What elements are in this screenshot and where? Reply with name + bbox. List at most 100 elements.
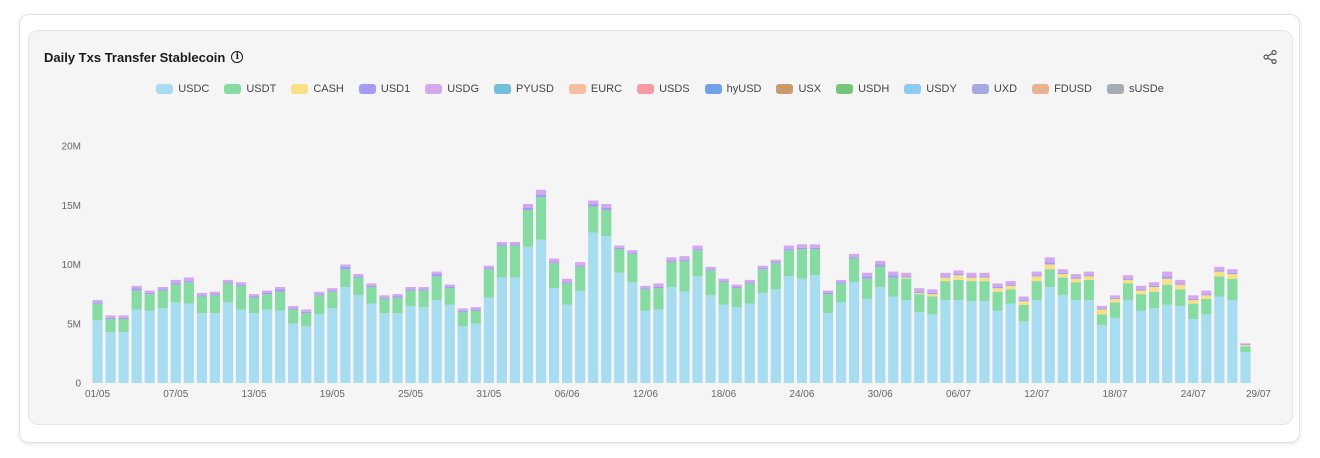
bar-segment-usdt[interactable] <box>418 290 429 308</box>
bar-segment-usdg[interactable] <box>209 291 220 295</box>
bar-segment-usdc[interactable] <box>353 295 364 383</box>
bar-segment-usdc[interactable] <box>248 313 260 383</box>
bar-segment-usdt[interactable] <box>1188 303 1199 320</box>
legend-item-susde[interactable]: sUSDe <box>1106 82 1164 96</box>
bar-segment-usdt[interactable] <box>796 249 807 279</box>
bar-segment-usdc[interactable] <box>314 314 325 383</box>
bar-segment-usdc[interactable] <box>483 297 494 383</box>
bar-segment-usdg[interactable] <box>718 278 729 282</box>
bar-segment-usd1[interactable] <box>783 249 794 251</box>
bar-segment-usdt[interactable] <box>248 297 260 314</box>
bar-segment-usd1[interactable] <box>301 311 312 314</box>
bar-segment-usd1[interactable] <box>1240 344 1251 346</box>
bar-segment-usdt[interactable] <box>1227 278 1238 301</box>
bar-segment-usd1[interactable] <box>796 247 807 250</box>
bar-segment-usdt[interactable] <box>548 263 560 289</box>
bar-segment-usdg[interactable] <box>118 315 129 318</box>
bar-segment-usdg[interactable] <box>1096 305 1108 309</box>
bar-segment-usdg[interactable] <box>783 245 794 250</box>
bar-segment-usdt[interactable] <box>196 296 207 314</box>
bar-segment-usdt[interactable] <box>470 310 481 324</box>
bar-segment-usd1[interactable] <box>953 273 964 276</box>
bar-segment-usd1[interactable] <box>235 284 247 286</box>
bar-segment-usd1[interactable] <box>862 276 873 279</box>
bar-segment-usdc[interactable] <box>979 301 990 384</box>
bar-segment-usdc[interactable] <box>718 304 729 383</box>
bar-segment-usdc[interactable] <box>1240 352 1251 383</box>
bar-segment-usd1[interactable] <box>496 244 507 246</box>
bar-segment-usd1[interactable] <box>353 276 364 278</box>
bar-segment-usdt[interactable] <box>809 249 821 276</box>
bar-segment-usdt[interactable] <box>1005 289 1016 304</box>
bar-segment-usdg[interactable] <box>1122 275 1134 279</box>
info-icon[interactable]: i <box>231 51 244 63</box>
bar-segment-usdc[interactable] <box>1135 310 1147 383</box>
bar-segment-usdc[interactable] <box>1031 300 1042 383</box>
bar-segment-usdg[interactable] <box>666 257 677 261</box>
bar-segment-usd1[interactable] <box>248 296 260 298</box>
bar-segment-usd1[interactable] <box>131 288 142 291</box>
bar-segment-usdc[interactable] <box>1201 314 1212 383</box>
bar-segment-usdc[interactable] <box>1214 296 1225 384</box>
bar-segment-cash[interactable] <box>992 288 1003 292</box>
bar-segment-usd1[interactable] <box>562 282 573 284</box>
bar-segment-usdg[interactable] <box>1201 290 1212 295</box>
bar-segment-usdc[interactable] <box>1018 321 1029 383</box>
bar-segment-usd1[interactable] <box>1031 275 1042 277</box>
bar-segment-usd1[interactable] <box>196 295 207 297</box>
bar-segment-usdg[interactable] <box>953 270 964 274</box>
bar-segment-usdg[interactable] <box>627 250 638 253</box>
bar-segment-usd1[interactable] <box>744 282 755 284</box>
bar-segment-usdg[interactable] <box>966 272 977 277</box>
bar-segment-usdg[interactable] <box>418 287 429 290</box>
bar-segment-usdt[interactable] <box>1044 269 1055 288</box>
bar-segment-usdc[interactable] <box>927 314 938 383</box>
bar-segment-usdt[interactable] <box>444 288 455 305</box>
bar-segment-cash[interactable] <box>1057 273 1068 278</box>
bar-segment-usdt[interactable] <box>940 281 951 301</box>
bar-segment-usdc[interactable] <box>914 311 925 383</box>
bar-segment-usd1[interactable] <box>1018 300 1029 302</box>
bar-segment-usd1[interactable] <box>288 308 299 310</box>
bar-segment-usdt[interactable] <box>183 282 194 304</box>
bar-segment-usd1[interactable] <box>614 247 625 250</box>
bar-segment-usdg[interactable] <box>548 258 560 263</box>
bar-segment-usdt[interactable] <box>118 319 129 333</box>
bar-segment-usd1[interactable] <box>914 291 925 293</box>
bar-segment-usd1[interactable] <box>575 265 586 267</box>
bar-segment-usdt[interactable] <box>405 290 416 306</box>
bar-segment-usdt[interactable] <box>509 245 521 278</box>
bar-segment-usdc[interactable] <box>170 302 181 383</box>
bar-segment-usdc[interactable] <box>327 308 338 384</box>
bar-segment-usdt[interactable] <box>835 283 847 303</box>
bar-segment-usd1[interactable] <box>457 310 468 312</box>
bar-segment-usdg[interactable] <box>431 271 442 274</box>
bar-segment-usdg[interactable] <box>496 241 507 245</box>
bar-segment-usdg[interactable] <box>731 284 742 288</box>
bar-segment-usd1[interactable] <box>1083 275 1094 277</box>
bar-segment-usdt[interactable] <box>1122 283 1134 301</box>
bar-segment-usd1[interactable] <box>1044 262 1055 265</box>
bar-segment-usdg[interactable] <box>1135 285 1147 290</box>
bar-segment-usdt[interactable] <box>1149 291 1160 309</box>
bar-segment-usdg[interactable] <box>248 294 260 297</box>
bar-segment-usdc[interactable] <box>1005 303 1016 384</box>
bar-segment-usd1[interactable] <box>379 297 390 299</box>
bar-segment-usdc[interactable] <box>601 236 612 383</box>
bar-segment-usd1[interactable] <box>1122 278 1134 280</box>
bar-segment-usdg[interactable] <box>1031 271 1042 276</box>
bar-segment-usd1[interactable] <box>1057 272 1068 274</box>
bar-segment-usdg[interactable] <box>327 288 338 291</box>
bar-segment-usdg[interactable] <box>1083 271 1094 276</box>
bar-segment-usd1[interactable] <box>366 285 377 288</box>
bar-segment-usdg[interactable] <box>196 292 207 296</box>
bar-segment-usdt[interactable] <box>522 209 534 247</box>
bar-segment-usd1[interactable] <box>1201 294 1212 296</box>
bar-segment-usdg[interactable] <box>796 244 807 248</box>
bar-segment-usdc[interactable] <box>366 303 377 384</box>
legend-item-usdy[interactable]: USDY <box>904 82 957 96</box>
bar-segment-usd1[interactable] <box>105 317 116 320</box>
bar-segment-usdg[interactable] <box>392 294 403 297</box>
bar-segment-usdc[interactable] <box>1149 308 1160 384</box>
bar-segment-usdc[interactable] <box>1057 295 1068 383</box>
